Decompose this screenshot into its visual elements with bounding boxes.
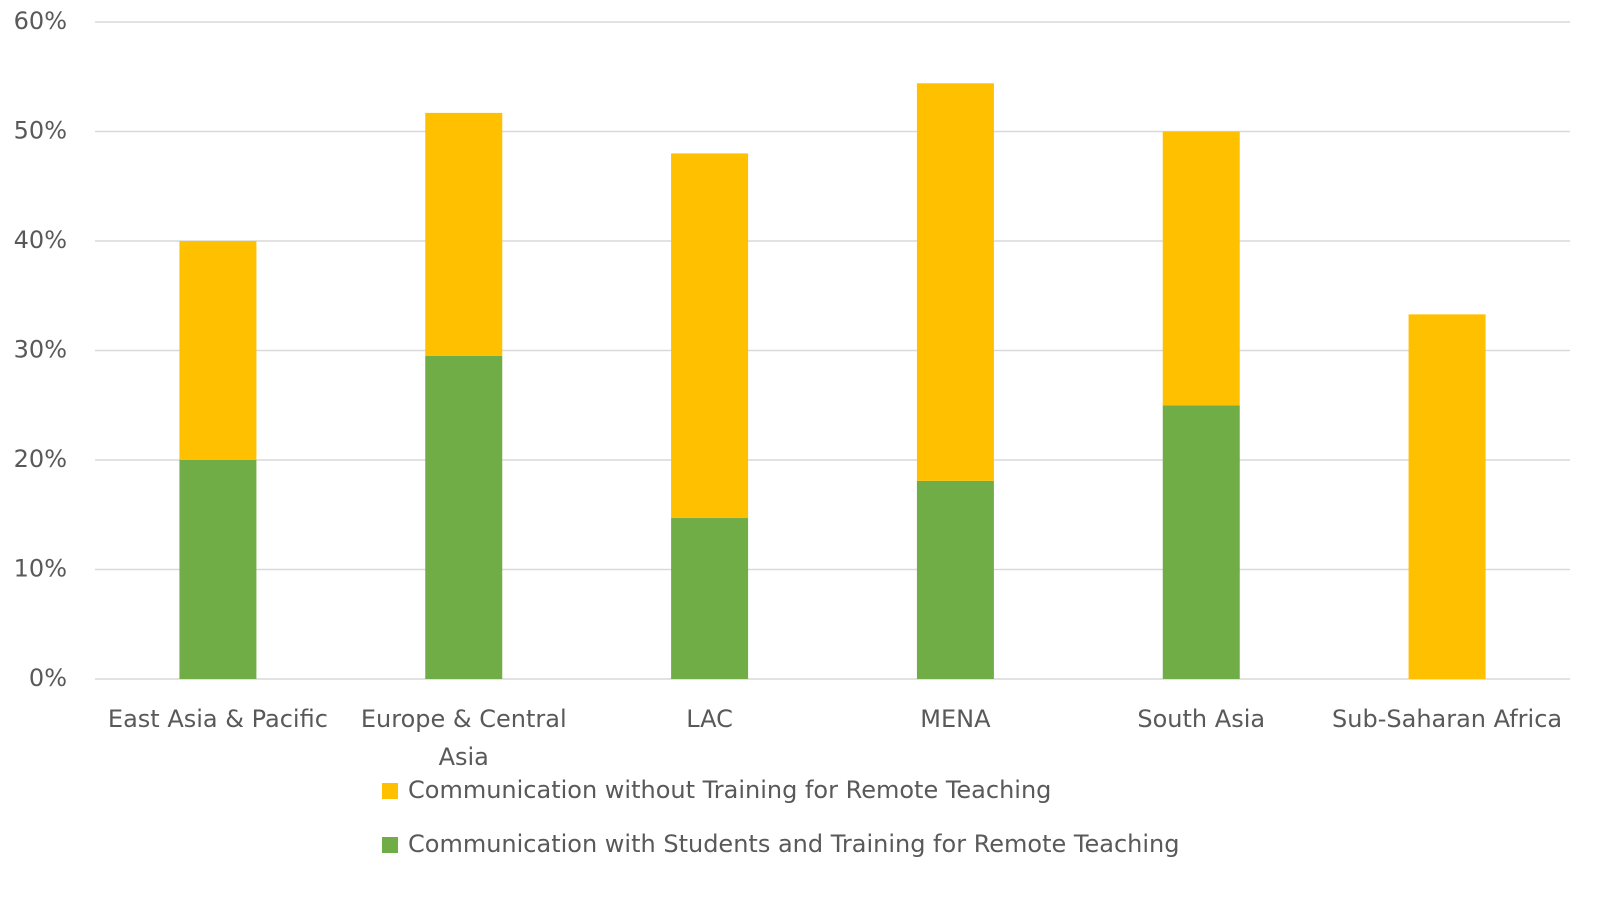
y-tick-label: 10% — [14, 555, 67, 583]
legend-swatch — [382, 837, 398, 853]
bar-segment — [1162, 405, 1240, 679]
bar-segment — [916, 480, 994, 679]
y-tick-label: 0% — [29, 664, 67, 692]
bar-segment — [671, 518, 749, 679]
x-tick-label: MENA — [920, 705, 991, 733]
y-tick-label: 50% — [14, 117, 67, 145]
x-tick-label: LAC — [686, 705, 733, 733]
bar-segment — [916, 83, 994, 481]
bar-segment — [425, 112, 503, 356]
legend-label: Communication with Students and Training… — [408, 830, 1180, 858]
y-tick-label: 20% — [14, 445, 67, 473]
bar-segment — [1162, 131, 1240, 406]
bar-segment — [179, 241, 257, 460]
y-tick-label: 40% — [14, 226, 67, 254]
bar-segment — [671, 153, 749, 519]
x-tick-label: Sub-Saharan Africa — [1332, 705, 1563, 733]
x-tick-label: East Asia & Pacific — [107, 705, 328, 733]
x-tick-label: South Asia — [1137, 705, 1266, 733]
y-tick-label: 30% — [14, 336, 67, 364]
bar-segment — [1408, 314, 1486, 679]
bar-segment — [179, 460, 257, 679]
bar-segment — [425, 355, 503, 679]
legend-swatch — [382, 783, 398, 799]
y-tick-label: 60% — [14, 7, 67, 35]
x-tick-label: Europe & Central Asia — [360, 705, 567, 771]
legend-label: Communication without Training for Remot… — [408, 776, 1051, 804]
